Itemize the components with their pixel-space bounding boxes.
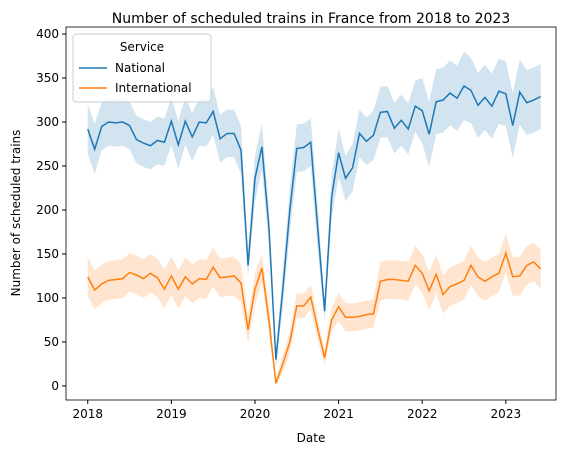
y-tick-label: 350 — [36, 71, 59, 85]
y-axis-label: Number of scheduled trains — [9, 130, 23, 297]
legend-box — [72, 33, 212, 103]
x-tick-label: 2021 — [323, 407, 354, 421]
plot-frame — [65, 26, 557, 401]
x-tick-label: 2020 — [240, 407, 271, 421]
line — [87, 250, 542, 384]
y-tick-label: 150 — [36, 247, 59, 261]
x-tick-label: 2018 — [72, 407, 103, 421]
y-tick-label: 250 — [36, 159, 59, 173]
line — [87, 84, 542, 360]
legend-label: International — [115, 81, 192, 95]
y-tick-label: 400 — [36, 27, 59, 41]
x-axis-label: Date — [297, 431, 326, 445]
x-tick-label: 2023 — [491, 407, 522, 421]
y-tick-label: 300 — [36, 115, 59, 129]
y-tick-label: 100 — [36, 291, 59, 305]
legend-label: National — [115, 61, 165, 75]
y-tick-label: 200 — [36, 203, 59, 217]
y-tick-label: 50 — [44, 335, 59, 349]
x-tick-label: 2019 — [156, 407, 187, 421]
x-tick-label: 2022 — [407, 407, 438, 421]
chart-title: Number of scheduled trains in France fro… — [112, 11, 511, 27]
y-tick-label: 0 — [51, 379, 59, 393]
legend-title: Service — [120, 40, 164, 54]
